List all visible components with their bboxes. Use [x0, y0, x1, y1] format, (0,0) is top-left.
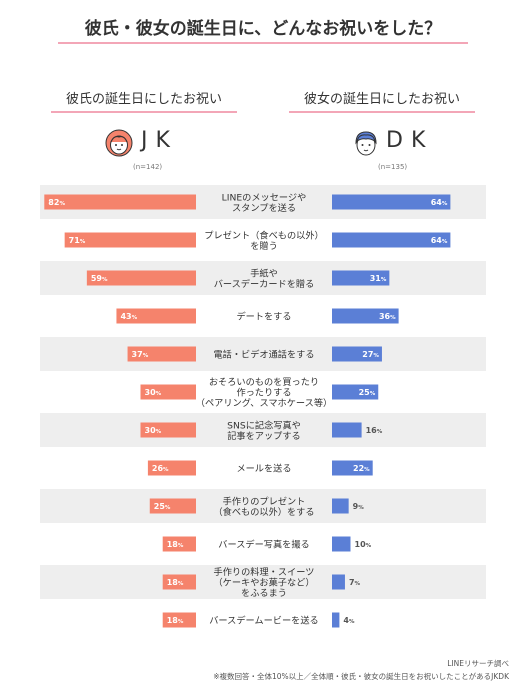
dk-value-label: 16%: [366, 426, 383, 435]
page-title: 彼氏・彼女の誕生日に、どんなお祝いをした？: [84, 19, 442, 39]
row-band: [40, 489, 486, 523]
footnote: ※複数回答・全体10%以上／全体順・彼氏・彼女の誕生日をお祝いしたことがあるJK…: [213, 672, 509, 681]
dk-value-label: 27%: [362, 350, 379, 359]
category-label: （ケーキやお菓子など）: [213, 577, 314, 589]
source-note: LINEリサーチ調べ: [447, 659, 509, 668]
jk-bar: [127, 346, 196, 362]
category-label: LINEのメッセージや: [222, 192, 307, 203]
jk-value-label: 43%: [120, 312, 137, 321]
dk-bar: [332, 612, 340, 628]
jk-value-label: 59%: [91, 274, 108, 283]
row-band: [40, 565, 486, 599]
category-label: おそろいのものを買ったり: [209, 377, 319, 388]
category-label: （食べもの以外）をする: [213, 506, 314, 518]
dk-bar: [332, 536, 351, 552]
jk-column-heading: 彼氏の誕生日にしたお祝い: [65, 92, 222, 107]
dk-bar: [332, 574, 345, 590]
jk-bar: [147, 460, 196, 476]
jk-value-label: 26%: [152, 464, 169, 473]
girl-face-icon: [105, 129, 133, 157]
jk-bar: [44, 194, 196, 210]
jk-value-label: 25%: [154, 502, 171, 511]
dk-value-label: 10%: [355, 540, 372, 549]
dk-bar: [332, 346, 382, 362]
jk-value-label: 71%: [69, 236, 86, 245]
jk-value-label: 37%: [132, 350, 149, 359]
jk-bar: [162, 612, 196, 628]
row-band: [40, 337, 486, 371]
jk-bar: [140, 422, 196, 438]
dk-sample-size: (n=135): [378, 163, 408, 171]
jk-value-label: 30%: [145, 426, 162, 435]
category-label: バースデームービーを送る: [209, 615, 319, 627]
dk-value-label: 36%: [379, 312, 396, 321]
dk-bar: [332, 384, 379, 400]
jk-bar: [64, 232, 197, 248]
jk-label: JK: [141, 128, 178, 153]
jk-bar: [86, 270, 196, 286]
dk-bar: [332, 308, 399, 324]
dk-label: DK: [386, 128, 434, 153]
category-label: デートをする: [236, 311, 291, 323]
jk-heading-underline: [51, 111, 237, 113]
jk-bar: [162, 574, 196, 590]
jk-bar: [140, 384, 196, 400]
jk-value-label: 82%: [48, 198, 65, 207]
category-label: スタンプを送る: [232, 202, 296, 214]
title-underline: [58, 42, 468, 44]
category-label: バースデー写真を撮る: [218, 539, 309, 551]
jk-bar: [116, 308, 196, 324]
dk-bar: [332, 270, 390, 286]
jk-bar: [162, 536, 196, 552]
category-label: プレゼント（食べもの以外）: [204, 229, 323, 241]
jk-value-label: 30%: [145, 388, 162, 397]
jk-value-label: 18%: [167, 616, 184, 625]
dk-value-label: 4%: [343, 616, 355, 625]
category-label: 電話・ビデオ通話をする: [213, 349, 314, 361]
jk-value-label: 18%: [167, 578, 184, 587]
dk-bar: [332, 422, 362, 438]
category-label: 作ったりする: [236, 387, 291, 399]
category-label: 記事をアップする: [227, 430, 301, 442]
dk-bar: [332, 194, 451, 210]
dk-value-label: 22%: [353, 464, 370, 473]
row-band: [40, 413, 486, 447]
category-label: を贈う: [250, 240, 278, 252]
dk-value-label: 64%: [431, 236, 448, 245]
category-label: メールを送る: [236, 463, 291, 475]
category-label: をふるまう: [241, 588, 287, 599]
category-label: 手紙や: [250, 267, 278, 279]
category-label: 手作りのプレゼント: [223, 495, 306, 507]
jk-bar: [149, 498, 196, 514]
dk-bar: [332, 232, 451, 248]
jk-sample-size: (n=142): [133, 163, 163, 171]
dk-value-label: 7%: [349, 578, 361, 587]
dk-bar: [332, 498, 349, 514]
jk-value-label: 18%: [167, 540, 184, 549]
dk-column-heading: 彼女の誕生日にしたお祝い: [303, 92, 460, 107]
dk-value-label: 64%: [431, 198, 448, 207]
category-label: 手作りの料理・スイーツ: [214, 566, 315, 578]
boy-face-icon: [355, 131, 377, 156]
dk-bar: [332, 460, 373, 476]
dk-value-label: 25%: [359, 388, 376, 397]
category-label: SNSに記念写真や: [227, 419, 301, 431]
category-label: （ペアリング、スマホケース等）: [196, 397, 332, 409]
category-label: バースデーカードを贈る: [214, 278, 315, 290]
dk-value-label: 31%: [370, 274, 387, 283]
dk-heading-underline: [289, 111, 475, 113]
dk-value-label: 9%: [353, 502, 365, 511]
